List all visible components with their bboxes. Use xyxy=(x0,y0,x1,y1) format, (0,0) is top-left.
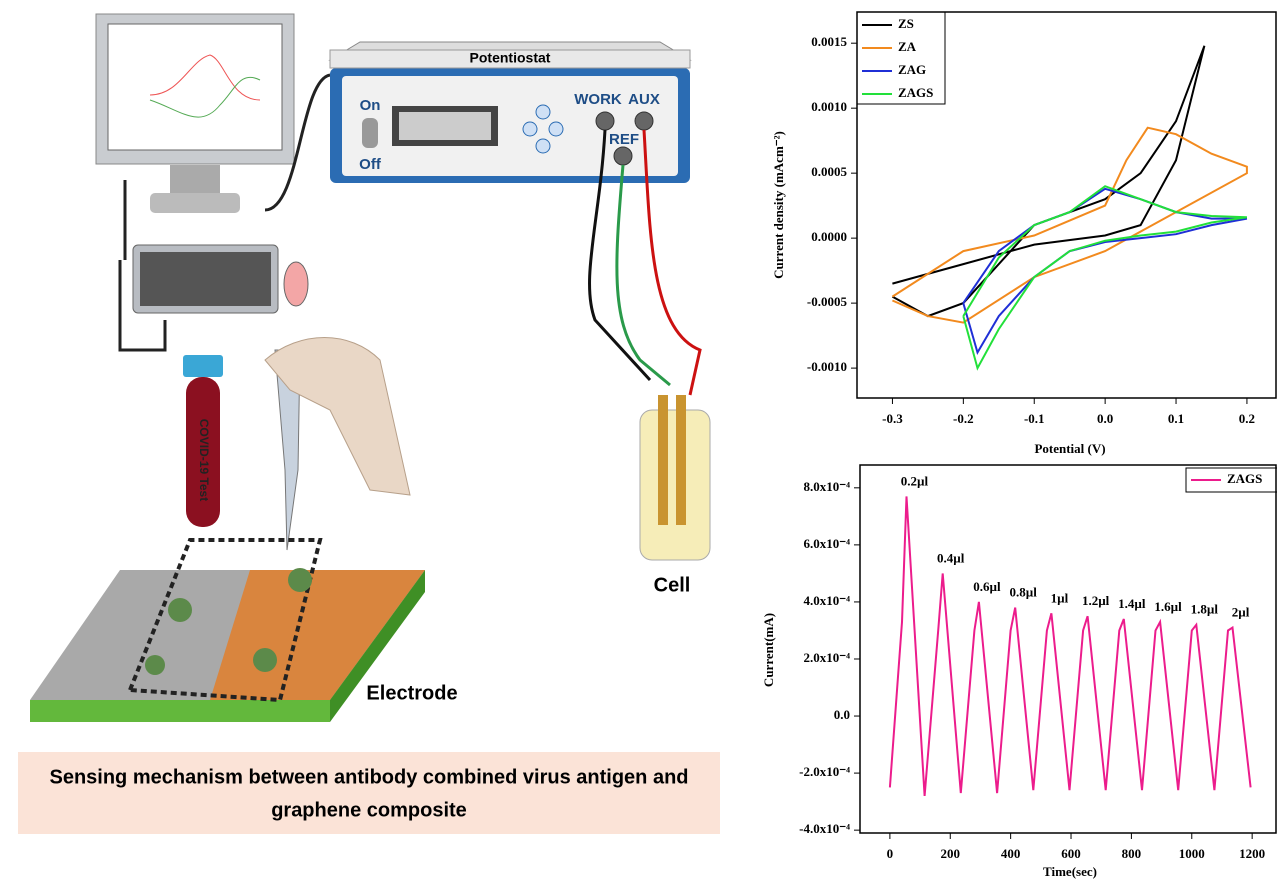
legend-label: ZS xyxy=(898,16,914,31)
annotation: 1.6µl xyxy=(1154,599,1182,614)
series-line xyxy=(963,189,1247,353)
page: Potentiostat On Off WORK AUX REF Cell CO… xyxy=(0,0,1277,884)
y-tick-label: -2.0x10⁻⁴ xyxy=(799,764,850,779)
y-tick-label: -0.0010 xyxy=(807,359,847,374)
work-label: WORK xyxy=(574,91,622,108)
y-tick-label: 0.0005 xyxy=(811,164,847,179)
series-line xyxy=(892,128,1247,323)
electrode-label: Electrode xyxy=(366,682,457,704)
y-tick-label: 0.0 xyxy=(834,707,850,722)
potentiostat-label: Potentiostat xyxy=(470,50,551,66)
x-tick-label: 0.0 xyxy=(1097,411,1113,426)
display-screen xyxy=(399,112,491,140)
caption: graphene composite xyxy=(271,799,467,821)
cell-label: Cell xyxy=(654,574,691,596)
series-line xyxy=(963,186,1247,368)
series-line xyxy=(892,46,1204,316)
y-axis-label: Current density (mAcm⁻²) xyxy=(771,131,786,279)
x-tick-label: 0.2 xyxy=(1239,411,1255,426)
aux-label: AUX xyxy=(628,91,660,108)
annotation: 1.4µl xyxy=(1118,596,1146,611)
tube-cap xyxy=(183,355,223,377)
x-tick-label: 400 xyxy=(1001,846,1021,861)
annotation: 0.8µl xyxy=(1009,585,1037,600)
annotation: 1µl xyxy=(1051,590,1069,605)
switch xyxy=(362,118,378,148)
y-tick-label: 8.0x10⁻⁴ xyxy=(803,479,850,494)
y-tick-label: 0.0015 xyxy=(811,34,847,49)
y-tick-label: 2.0x10⁻⁴ xyxy=(803,650,850,665)
ref-label: REF xyxy=(609,131,639,148)
annotation: 0.6µl xyxy=(973,579,1001,594)
cell xyxy=(640,410,710,560)
y-tick-label: 4.0x10⁻⁴ xyxy=(803,593,850,608)
switch-on: On xyxy=(360,97,381,114)
y-tick-label: 0.0000 xyxy=(811,229,847,244)
electrode-base xyxy=(30,700,330,722)
legend-label: ZAG xyxy=(898,62,926,77)
x-tick-label: 200 xyxy=(941,846,961,861)
screen xyxy=(108,24,282,150)
switch-off: Off xyxy=(359,156,382,173)
monitor-base xyxy=(150,193,240,213)
x-tick-label: 800 xyxy=(1122,846,1142,861)
x-tick-label: -0.3 xyxy=(882,411,903,426)
legend-label: ZAGS xyxy=(898,85,933,100)
mouse xyxy=(284,262,308,306)
x-axis-label: Potential (V) xyxy=(1034,441,1105,456)
y-tick-label: -0.0005 xyxy=(807,294,848,309)
annotation: 1.2µl xyxy=(1082,593,1110,608)
y-tick-label: 6.0x10⁻⁴ xyxy=(803,536,850,551)
y-tick-label: 0.0010 xyxy=(811,99,847,114)
annotation: 0.4µl xyxy=(937,550,965,565)
x-tick-label: 0 xyxy=(887,846,894,861)
keys xyxy=(140,252,271,306)
monitor-stand xyxy=(170,165,220,193)
figure: Potentiostat On Off WORK AUX REF Cell CO… xyxy=(0,0,1277,884)
x-tick-label: -0.1 xyxy=(1024,411,1045,426)
x-tick-label: -0.2 xyxy=(953,411,974,426)
y-axis-label: Current(mA) xyxy=(761,613,776,687)
caption-box xyxy=(18,752,720,834)
caption: Sensing mechanism between antibody combi… xyxy=(49,766,688,788)
x-tick-label: 1200 xyxy=(1239,846,1265,861)
legend-label: ZA xyxy=(898,39,917,54)
series-line xyxy=(890,496,1251,796)
annotation: 0.2µl xyxy=(901,473,929,488)
annotation: 2µl xyxy=(1232,605,1250,620)
x-tick-label: 1000 xyxy=(1179,846,1205,861)
tube-label: COVID-19 Test xyxy=(197,419,211,501)
annotation: 1.8µl xyxy=(1191,602,1219,617)
x-tick-label: 600 xyxy=(1061,846,1081,861)
electrode-rod xyxy=(658,395,668,525)
electrode-rod xyxy=(676,395,686,525)
legend-label: ZAGS xyxy=(1227,471,1262,486)
x-tick-label: 0.1 xyxy=(1168,411,1184,426)
y-tick-label: -4.0x10⁻⁴ xyxy=(799,821,850,836)
x-axis-label: Time(sec) xyxy=(1043,864,1097,879)
